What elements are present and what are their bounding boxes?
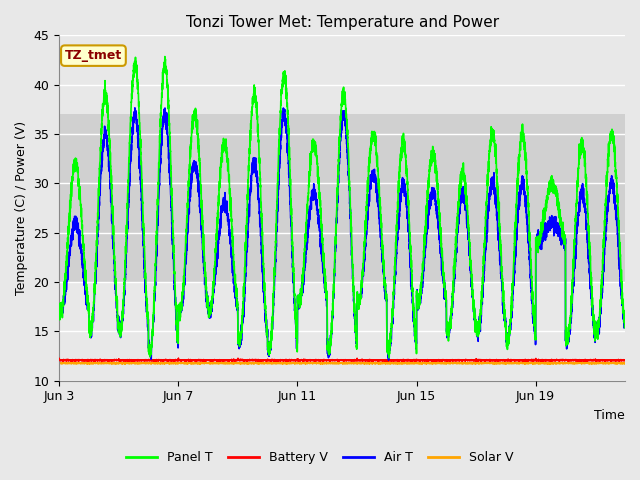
Bar [59, 114, 625, 282]
X-axis label: Time: Time [595, 409, 625, 422]
Legend: Panel T, Battery V, Air T, Solar V: Panel T, Battery V, Air T, Solar V [121, 446, 519, 469]
Text: TZ_tmet: TZ_tmet [65, 49, 122, 62]
Y-axis label: Temperature (C) / Power (V): Temperature (C) / Power (V) [15, 121, 28, 295]
Title: Tonzi Tower Met: Temperature and Power: Tonzi Tower Met: Temperature and Power [186, 15, 499, 30]
